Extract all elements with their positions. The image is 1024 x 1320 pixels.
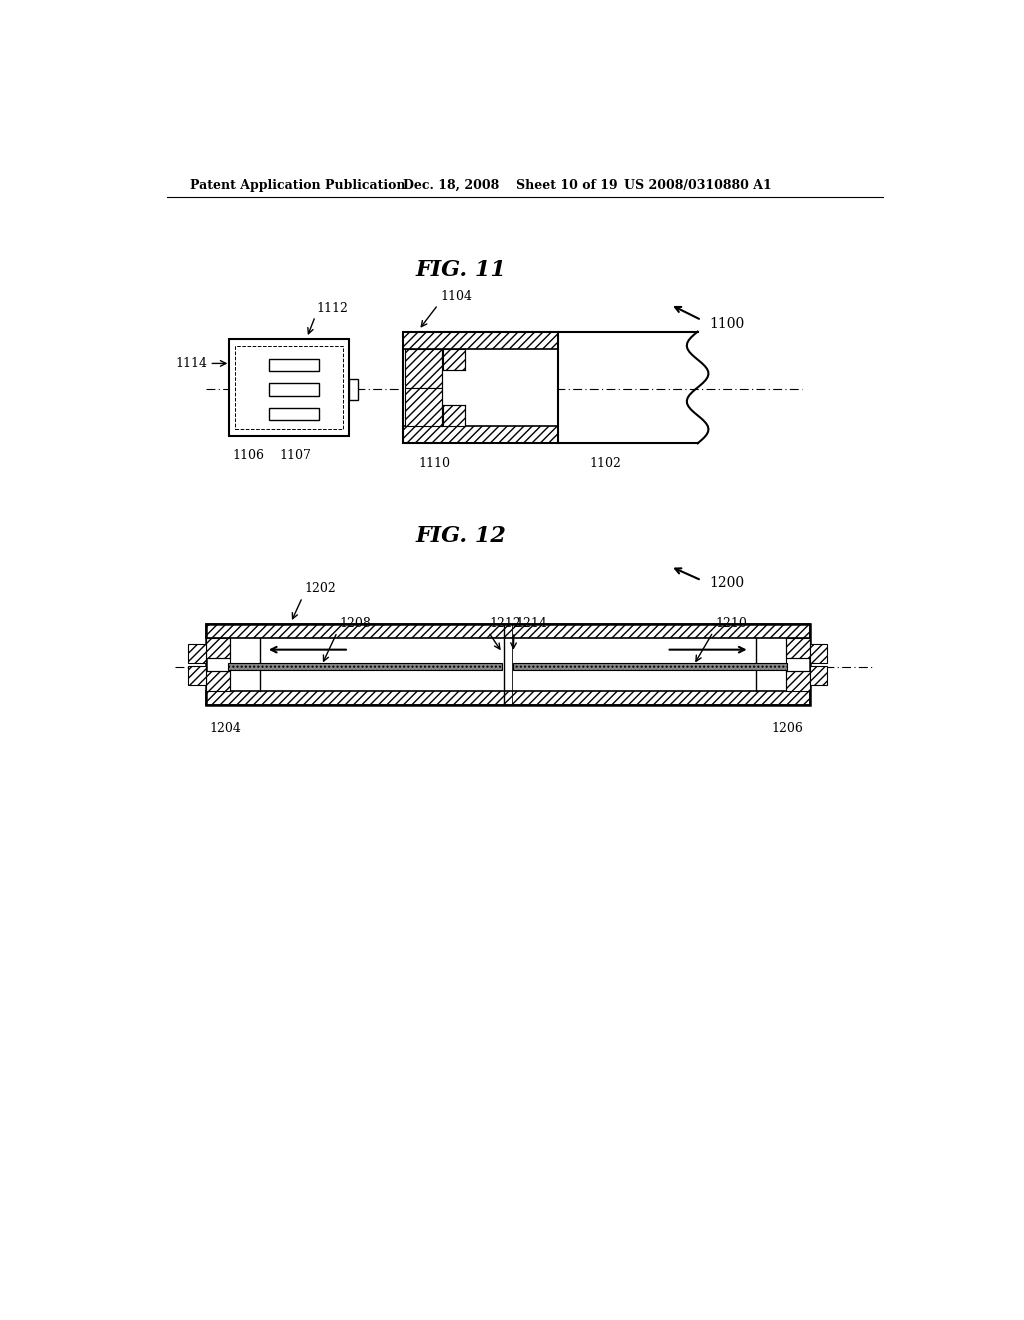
Bar xyxy=(810,667,827,685)
Text: US 2008/0310880 A1: US 2008/0310880 A1 xyxy=(624,178,772,191)
Text: 1214: 1214 xyxy=(515,618,548,631)
Bar xyxy=(513,663,787,671)
Bar xyxy=(269,383,319,396)
Bar xyxy=(269,408,319,420)
Bar xyxy=(228,339,349,436)
Bar xyxy=(206,638,810,692)
Bar xyxy=(403,426,558,444)
Bar xyxy=(228,663,503,671)
Bar xyxy=(206,638,230,659)
Text: 1110: 1110 xyxy=(419,457,451,470)
Text: Dec. 18, 2008: Dec. 18, 2008 xyxy=(403,178,500,191)
Text: 1112: 1112 xyxy=(316,302,348,314)
Bar xyxy=(404,388,442,426)
Text: Sheet 10 of 19: Sheet 10 of 19 xyxy=(515,178,617,191)
Bar xyxy=(269,359,319,371)
Text: 1204: 1204 xyxy=(209,722,242,735)
Bar xyxy=(206,624,810,705)
Bar xyxy=(403,331,558,444)
Text: FIG. 11: FIG. 11 xyxy=(416,259,507,281)
Text: 1104: 1104 xyxy=(440,290,472,304)
Bar xyxy=(404,350,442,388)
Bar xyxy=(443,405,465,426)
Text: 1202: 1202 xyxy=(305,582,337,595)
Bar xyxy=(403,331,558,348)
Text: 1200: 1200 xyxy=(710,577,744,590)
Text: 1114: 1114 xyxy=(175,356,207,370)
Bar xyxy=(785,638,810,659)
Text: 1102: 1102 xyxy=(589,457,621,470)
Bar xyxy=(234,346,343,429)
Bar xyxy=(206,624,810,638)
Bar xyxy=(188,667,206,685)
Text: 1107: 1107 xyxy=(280,449,311,462)
Bar xyxy=(785,671,810,692)
Bar xyxy=(188,644,206,663)
Bar xyxy=(443,348,465,370)
Bar xyxy=(206,671,230,692)
Text: 1212: 1212 xyxy=(489,618,521,631)
Text: 1206: 1206 xyxy=(771,722,803,735)
Bar xyxy=(349,379,358,400)
Bar xyxy=(403,348,558,426)
Text: 1208: 1208 xyxy=(340,618,372,631)
Bar xyxy=(206,692,810,705)
Text: 1100: 1100 xyxy=(710,317,744,331)
Text: Patent Application Publication: Patent Application Publication xyxy=(190,178,406,191)
Text: 1210: 1210 xyxy=(716,618,748,631)
Bar xyxy=(810,644,827,663)
Text: 1106: 1106 xyxy=(232,449,264,462)
Text: FIG. 12: FIG. 12 xyxy=(416,525,507,546)
